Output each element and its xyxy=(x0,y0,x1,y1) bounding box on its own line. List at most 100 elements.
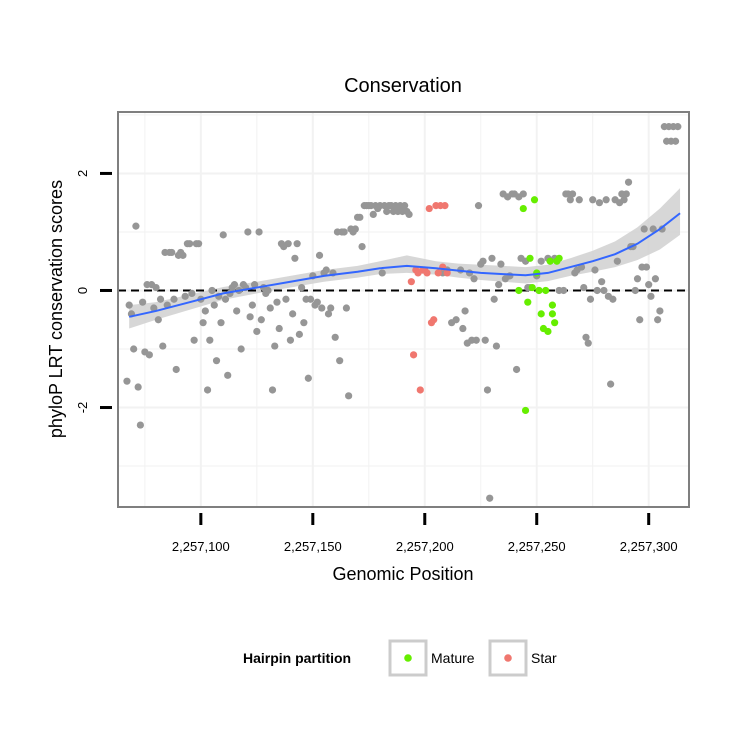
data-point-other xyxy=(208,286,216,295)
data-point-other xyxy=(168,248,176,257)
data-point-other xyxy=(378,269,386,277)
data-point-other xyxy=(345,392,353,400)
data-point-other xyxy=(591,266,599,274)
data-point-other xyxy=(519,190,527,198)
data-point-other xyxy=(622,190,630,198)
data-point-other xyxy=(602,196,610,204)
data-point-star xyxy=(434,269,442,277)
data-point-other xyxy=(136,421,144,429)
data-point-other xyxy=(188,289,196,298)
data-point-star xyxy=(425,204,433,213)
data-point-other xyxy=(452,316,460,324)
data-point-other xyxy=(598,278,606,286)
data-point-other xyxy=(575,196,583,204)
data-point-other xyxy=(369,210,377,219)
data-point-other xyxy=(295,330,303,338)
data-point-other xyxy=(486,494,494,502)
data-point-other xyxy=(304,374,312,382)
data-point-mature xyxy=(519,204,527,213)
data-point-other xyxy=(537,257,545,265)
legend-label-star: Star xyxy=(531,650,557,666)
data-point-other xyxy=(336,357,344,365)
data-point-other xyxy=(593,286,601,295)
data-point-mature xyxy=(521,406,530,415)
data-point-other xyxy=(313,298,321,306)
data-point-other xyxy=(244,228,252,236)
data-point-other xyxy=(331,333,339,341)
legend: Hairpin partition Mature Star xyxy=(243,639,557,677)
data-point-mature xyxy=(530,196,539,204)
data-point-star xyxy=(409,351,418,359)
data-point-other xyxy=(237,345,245,353)
data-point-other xyxy=(219,231,227,239)
data-point-star xyxy=(441,202,449,210)
data-point-other xyxy=(284,240,292,248)
y-axis-label: phyloP LRT conservation scores xyxy=(46,180,66,438)
data-point-other xyxy=(586,295,595,303)
data-point-star xyxy=(407,278,415,286)
data-point-other xyxy=(401,202,409,210)
data-point-other xyxy=(195,240,203,248)
data-point-other xyxy=(170,295,178,303)
data-point-other xyxy=(125,301,133,309)
x-tick-label: 2,257,200 xyxy=(396,539,454,554)
data-point-other xyxy=(584,339,592,347)
data-point-other xyxy=(139,298,147,306)
data-point-other xyxy=(159,342,167,350)
data-point-other xyxy=(150,304,158,312)
data-point-other xyxy=(358,242,366,251)
data-point-other xyxy=(356,213,364,221)
data-point-other xyxy=(224,371,232,379)
data-point-mature xyxy=(551,319,559,327)
data-point-other xyxy=(210,301,218,309)
data-point-other xyxy=(490,295,498,303)
data-point-other xyxy=(474,202,483,210)
data-point-other xyxy=(324,310,333,318)
data-point-other xyxy=(613,257,621,265)
data-point-mature xyxy=(526,254,534,262)
data-point-other xyxy=(492,342,501,350)
data-point-other xyxy=(212,357,221,365)
data-point-other xyxy=(607,380,615,388)
data-point-other xyxy=(130,345,138,353)
data-point-other xyxy=(580,283,588,292)
data-point-other xyxy=(306,295,315,303)
x-tick-label: 2,257,300 xyxy=(620,539,678,554)
data-point-mature xyxy=(555,254,563,262)
smooth-trend-line xyxy=(128,212,681,318)
data-point-other xyxy=(649,225,657,233)
data-point-other xyxy=(351,225,359,233)
data-point-other xyxy=(568,190,577,198)
data-point-other xyxy=(255,228,263,236)
data-point-other xyxy=(266,304,274,312)
data-point-other xyxy=(291,254,299,262)
data-point-other xyxy=(217,319,225,327)
data-point-other xyxy=(201,307,209,315)
data-point-star xyxy=(423,269,431,277)
data-point-other xyxy=(282,295,290,303)
data-point-other xyxy=(497,260,505,268)
data-point-other xyxy=(190,336,198,344)
data-point-other xyxy=(268,386,277,394)
confidence-band-area xyxy=(129,188,681,329)
y-tick-label: 2 xyxy=(75,170,90,177)
data-point-other xyxy=(286,336,295,344)
y-tick-label: -2 xyxy=(75,402,90,414)
legend-label-mature: Mature xyxy=(431,650,475,666)
data-point-other xyxy=(250,281,259,289)
data-point-other xyxy=(271,342,279,350)
data-point-other xyxy=(631,286,639,295)
data-point-other xyxy=(383,207,391,216)
data-point-other xyxy=(645,281,653,289)
data-point-other xyxy=(199,319,207,327)
data-point-other xyxy=(233,307,241,315)
smooth-line-path xyxy=(128,212,681,318)
data-point-other xyxy=(322,266,330,274)
legend-swatch-star xyxy=(504,654,512,662)
x-tick-label: 2,257,100 xyxy=(172,539,230,554)
data-point-other xyxy=(257,316,265,324)
data-point-other xyxy=(600,286,608,295)
data-point-mature xyxy=(528,283,536,292)
data-point-other xyxy=(293,240,301,248)
